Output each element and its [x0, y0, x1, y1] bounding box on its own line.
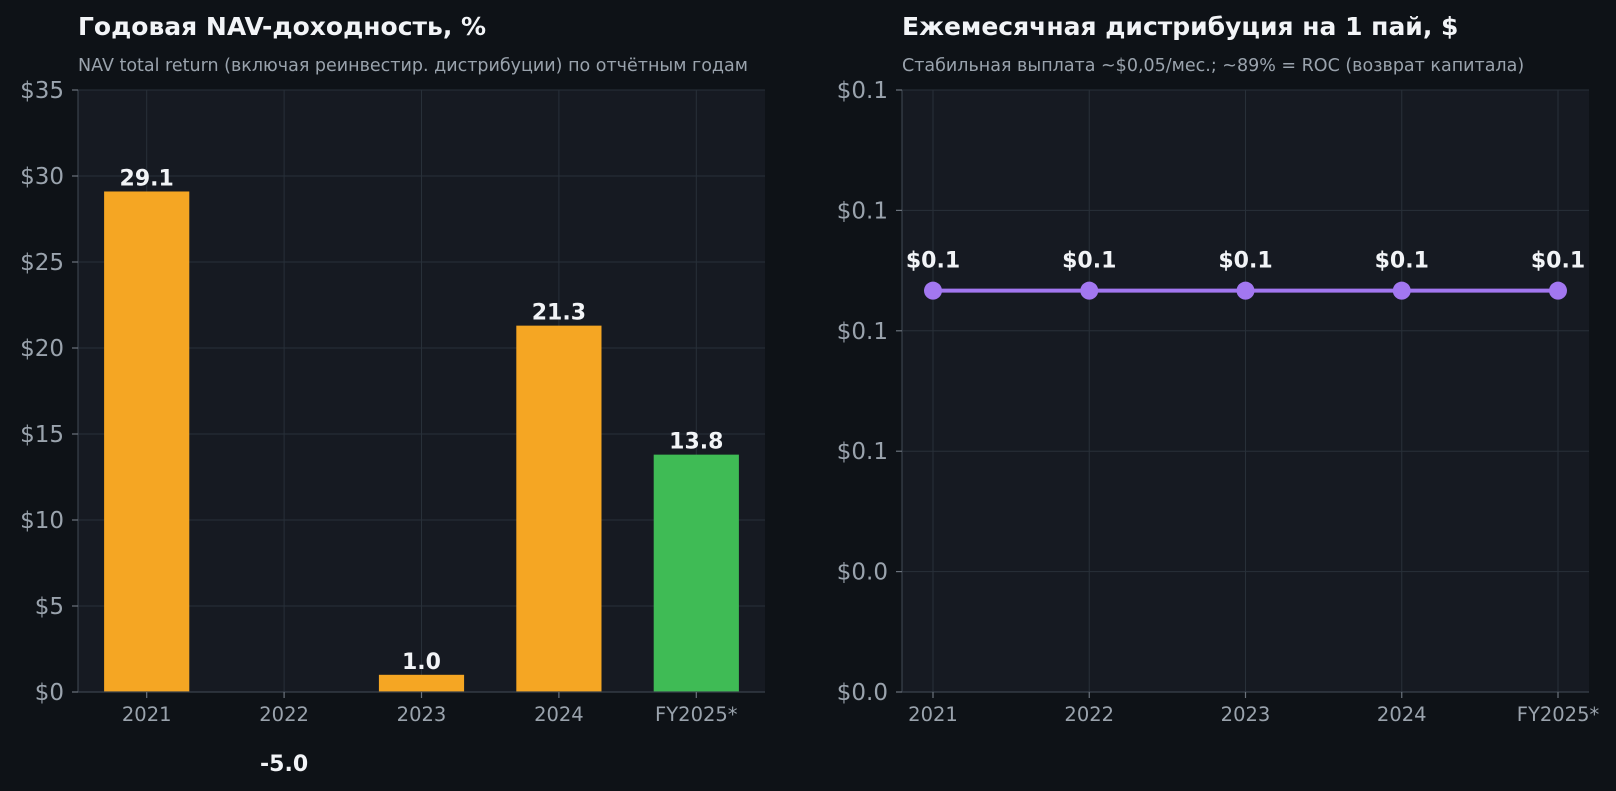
x-tick-label: 2021 [908, 703, 958, 726]
data-label: $0.1 [1218, 249, 1272, 274]
chart-subtitle: Стабильная выплата ~$0,05/мес.; ~89% = R… [902, 56, 1524, 76]
distribution-chart: Ежемесячная дистрибуция на 1 пай, $ Стаб… [837, 12, 1600, 726]
y-tick-label: $0.1 [837, 439, 888, 465]
y-tick-label: $10 [20, 508, 64, 534]
data-label: $0.1 [1531, 249, 1585, 274]
data-label: $0.1 [1375, 249, 1429, 274]
data-label: 1.0 [402, 650, 441, 675]
y-tick-label: $5 [35, 594, 64, 620]
chart-title: Годовая NAV-доходность, % [78, 12, 486, 41]
x-tick-label: FY2025* [655, 703, 738, 726]
data-label: $0.1 [906, 249, 960, 274]
x-tick-label: 2022 [1064, 703, 1114, 726]
y-tick-label: $0.1 [837, 78, 888, 104]
x-tick-label: 2024 [1377, 703, 1427, 726]
data-point [1236, 281, 1255, 300]
bar [516, 325, 602, 692]
data-point [1392, 281, 1411, 300]
data-label: $0.1 [1062, 249, 1116, 274]
y-tick-label: $35 [20, 78, 64, 104]
data-label: 13.8 [669, 430, 723, 455]
y-tick-label: $0.0 [837, 560, 888, 586]
chart-subtitle: NAV total return (включая реинвестир. ди… [78, 56, 748, 76]
x-tick-label: 2021 [122, 703, 172, 726]
x-tick-label: FY2025* [1517, 703, 1600, 726]
bars: 29.1 -5.0 1.0 21.3 13.8 [104, 166, 739, 777]
axes: $0.0 $0.0 $0.1 $0.1 $0.1 $0.1 2021 2022 2023 2024… [837, 78, 1600, 726]
y-tick-label: $0.1 [837, 319, 888, 345]
axes: $0 $5 $10 $15 $20 $25 $30 $35 2021 2022 2023 2024 FY… [20, 78, 765, 726]
line-series: $0.1 $0.1 $0.1 $0.1 $0.1 [906, 249, 1585, 300]
nav-return-chart: Годовая NAV-доходность, % NAV total retu… [20, 12, 765, 777]
x-tick-label: 2022 [259, 703, 309, 726]
data-label: 21.3 [532, 301, 586, 326]
x-tick-label: 2023 [1221, 703, 1271, 726]
bar [653, 454, 739, 692]
y-tick-label: $20 [20, 336, 64, 362]
grid [78, 89, 765, 693]
y-tick-label: $15 [20, 422, 64, 448]
data-label: 29.1 [120, 166, 174, 191]
data-point [924, 281, 942, 300]
y-tick-label: $0.1 [837, 198, 888, 224]
bar [378, 674, 465, 692]
bar [104, 191, 190, 693]
y-tick-label: $30 [20, 164, 64, 190]
y-tick-label: $25 [20, 250, 64, 276]
data-label: -5.0 [260, 752, 308, 777]
y-tick-label: $0.0 [837, 680, 888, 706]
y-tick-label: $0 [35, 680, 64, 706]
x-tick-label: 2024 [534, 703, 584, 726]
data-point [1080, 281, 1099, 300]
data-point [1549, 281, 1567, 300]
x-tick-label: 2023 [397, 703, 447, 726]
chart-title: Ежемесячная дистрибуция на 1 пай, $ [902, 12, 1458, 41]
